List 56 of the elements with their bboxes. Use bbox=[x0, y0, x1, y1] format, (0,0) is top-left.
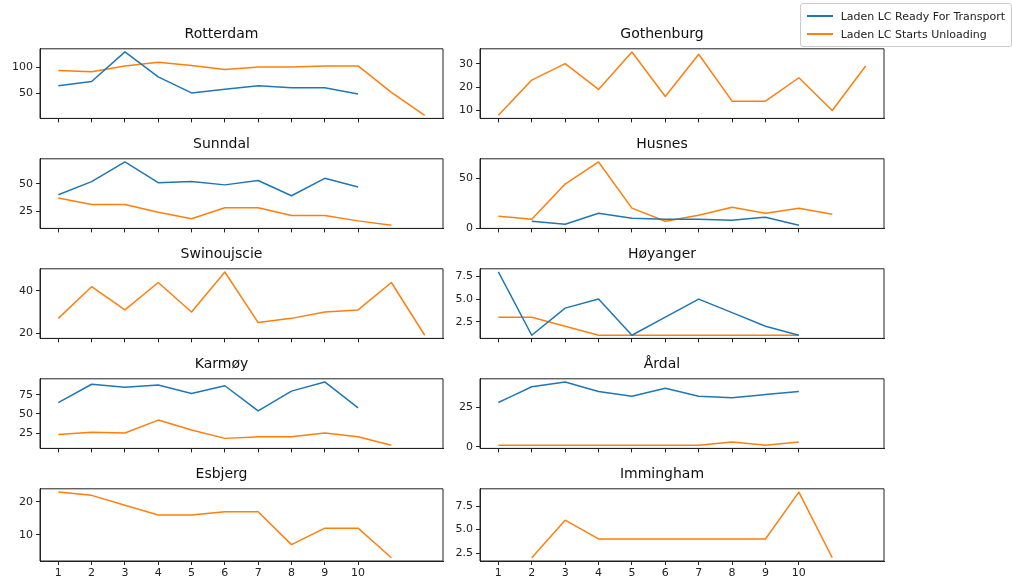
x-tick-label: 7 bbox=[254, 566, 262, 580]
y-tick-label: 5.0 bbox=[455, 522, 473, 536]
x-tick-label: 8 bbox=[728, 566, 736, 580]
y-tick-label: 25 bbox=[19, 425, 33, 439]
chart-title: Årdal bbox=[643, 355, 681, 372]
y-tick-label: 100 bbox=[12, 60, 33, 74]
y-tick-label: 50 bbox=[19, 406, 33, 420]
chart-title: Karmøy bbox=[194, 355, 249, 372]
y-tick-label: 50 bbox=[19, 86, 33, 100]
y-tick-label: 5.0 bbox=[455, 291, 473, 305]
y-tick-label: 20 bbox=[19, 494, 33, 508]
x-tick-label: 1 bbox=[54, 566, 62, 580]
y-tick-label: 0 bbox=[466, 439, 473, 453]
x-tick-label: 9 bbox=[761, 566, 769, 580]
chart-title: Swinoujscie bbox=[180, 245, 263, 262]
x-tick-label: 1 bbox=[494, 566, 502, 580]
y-tick-label: 10 bbox=[19, 527, 33, 541]
x-tick-label: 3 bbox=[561, 566, 569, 580]
chart-title: Husnes bbox=[636, 135, 688, 152]
x-tick-label: 7 bbox=[695, 566, 703, 580]
chart-title: Høyanger bbox=[627, 245, 697, 262]
legend-label: Laden LC Starts Unloading bbox=[839, 26, 988, 43]
x-tick-label: 5 bbox=[628, 566, 636, 580]
x-tick-label: 4 bbox=[154, 566, 162, 580]
y-tick-label: 0 bbox=[466, 221, 473, 235]
y-tick-label: 7.5 bbox=[455, 269, 473, 283]
y-tick-label: 20 bbox=[19, 325, 33, 339]
x-tick-label: 4 bbox=[595, 566, 603, 580]
y-tick-label: 25 bbox=[459, 400, 473, 414]
y-tick-label: 50 bbox=[19, 176, 33, 190]
chart-title: Sunndal bbox=[193, 135, 250, 152]
legend-label: Laden LC Ready For Transport bbox=[839, 8, 1005, 25]
y-tick-label: 10 bbox=[459, 103, 473, 117]
y-tick-label: 30 bbox=[459, 56, 473, 70]
x-tick-label: 10 bbox=[351, 566, 366, 580]
x-tick-label: 2 bbox=[528, 566, 536, 580]
y-tick-label: 75 bbox=[19, 387, 33, 401]
chart-title: Immingham bbox=[619, 465, 705, 482]
y-tick-label: 20 bbox=[459, 79, 473, 93]
chart-title: Rotterdam bbox=[184, 25, 259, 42]
x-tick-label: 8 bbox=[287, 566, 295, 580]
y-tick-label: 40 bbox=[19, 283, 33, 297]
y-tick-label: 7.5 bbox=[455, 499, 473, 513]
x-tick-label: 6 bbox=[221, 566, 229, 580]
chart-title: Esbjerg bbox=[195, 465, 248, 482]
x-tick-label: 6 bbox=[661, 566, 669, 580]
x-tick-label: 9 bbox=[321, 566, 329, 580]
chart-title: Gothenburg bbox=[620, 25, 704, 42]
y-tick-label: 50 bbox=[459, 170, 473, 184]
x-tick-label: 2 bbox=[88, 566, 96, 580]
x-tick-label: 10 bbox=[791, 566, 806, 580]
x-tick-label: 3 bbox=[121, 566, 129, 580]
y-tick-label: 25 bbox=[19, 203, 33, 217]
y-tick-label: 2.5 bbox=[455, 545, 473, 559]
y-tick-label: 2.5 bbox=[455, 314, 473, 328]
x-tick-label: 5 bbox=[188, 566, 196, 580]
